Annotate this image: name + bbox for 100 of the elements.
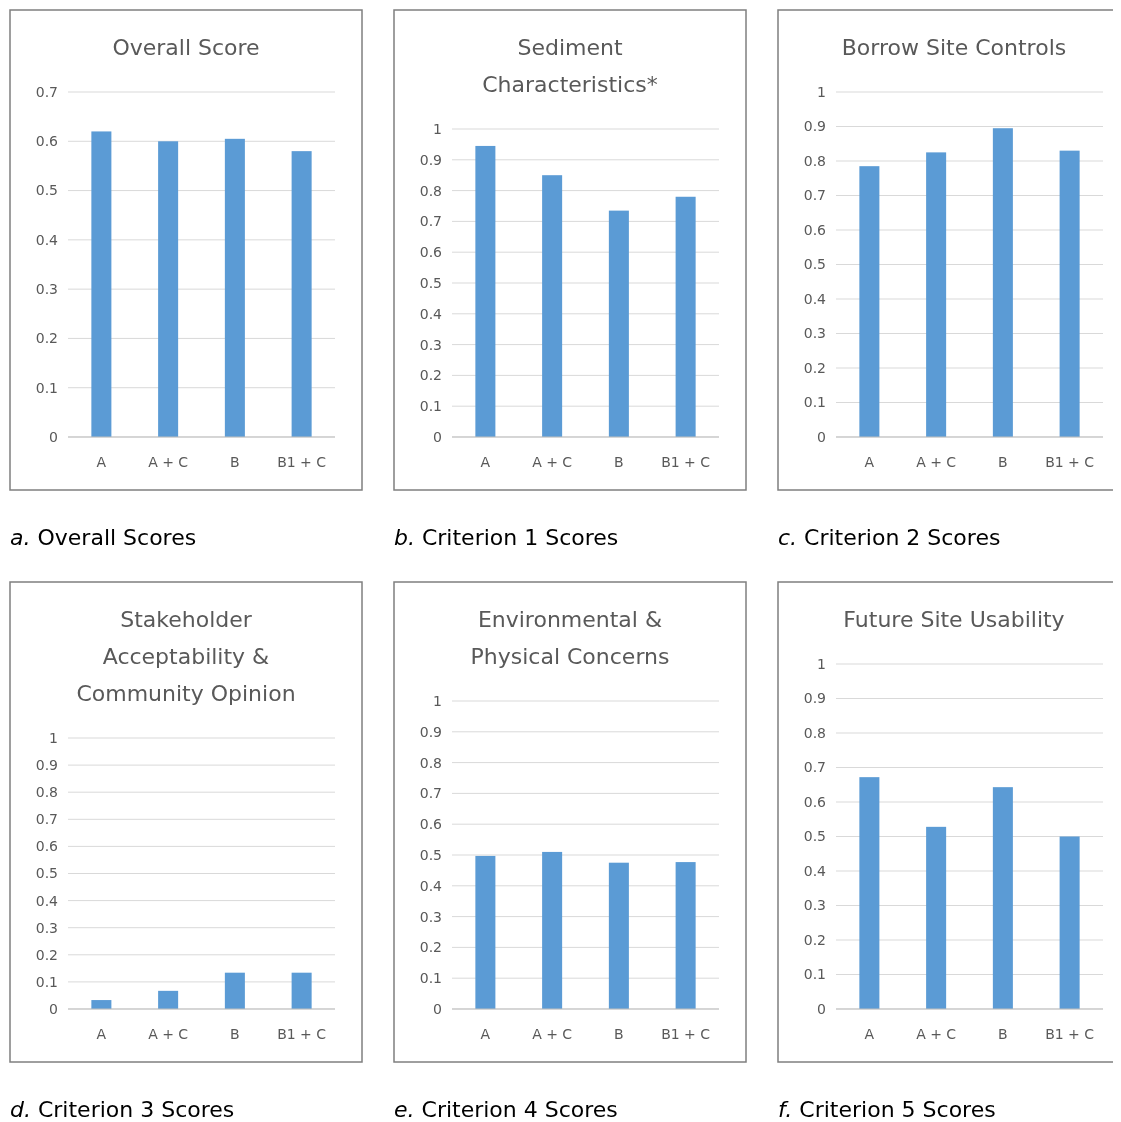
y-tick-label: 1 bbox=[49, 729, 58, 746]
y-tick-label: 0.5 bbox=[803, 256, 826, 273]
x-tick-label: A + C bbox=[916, 454, 957, 470]
chart-title: Overall Score bbox=[112, 35, 260, 60]
y-tick-label: 0.1 bbox=[419, 970, 442, 987]
y-tick-label: 0.7 bbox=[419, 213, 442, 230]
x-tick-label: A + C bbox=[532, 454, 573, 470]
y-tick-label: 0.8 bbox=[419, 754, 442, 771]
y-tick-label: 0.4 bbox=[419, 305, 443, 322]
x-tick-label: A + C bbox=[532, 1026, 573, 1042]
y-tick-label: 0.7 bbox=[803, 187, 826, 204]
y-tick-label: 0.2 bbox=[35, 946, 58, 963]
x-tick-label: A bbox=[480, 1026, 491, 1042]
x-tick-label: B bbox=[230, 454, 240, 470]
x-tick-label: B1 + C bbox=[277, 454, 327, 470]
y-tick-label: 0.6 bbox=[35, 838, 59, 855]
y-tick-label: 0 bbox=[49, 1000, 58, 1017]
y-tick-label: 0.7 bbox=[803, 759, 826, 776]
y-tick-label: 1 bbox=[433, 120, 442, 137]
chart-title: Environmental & Physical Concerns bbox=[470, 607, 670, 669]
y-tick-label: 0.4 bbox=[35, 892, 59, 909]
x-tick-label: A + C bbox=[148, 454, 189, 470]
y-tick-label: 0.8 bbox=[803, 152, 826, 169]
y-tick-label: 0.9 bbox=[803, 690, 826, 707]
bar bbox=[926, 152, 947, 437]
chart-title: Future Site Usability bbox=[843, 607, 1065, 632]
y-tick-label: 1 bbox=[817, 655, 826, 672]
y-tick-label: 0.3 bbox=[419, 908, 442, 925]
bar bbox=[926, 826, 947, 1009]
x-tick-label: B bbox=[614, 1026, 624, 1042]
y-tick-label: 0 bbox=[433, 428, 442, 445]
y-tick-label: 0.7 bbox=[419, 785, 442, 802]
bar bbox=[608, 210, 629, 437]
y-tick-label: 0.3 bbox=[419, 336, 442, 353]
x-tick-label: B bbox=[230, 1026, 240, 1042]
y-tick-label: 1 bbox=[433, 692, 442, 709]
bar bbox=[542, 175, 563, 437]
y-tick-label: 0.1 bbox=[35, 379, 58, 396]
y-tick-label: 0.5 bbox=[419, 274, 442, 291]
y-tick-label: 0.1 bbox=[803, 394, 826, 411]
bar bbox=[992, 787, 1013, 1009]
y-tick-label: 0.3 bbox=[803, 897, 826, 914]
text: a. Overall Scores bbox=[10, 525, 197, 550]
bar bbox=[1059, 836, 1080, 1009]
y-tick-label: 0.2 bbox=[35, 330, 58, 347]
y-tick-label: 0.2 bbox=[419, 367, 442, 384]
text: b. Criterion 1 Scores bbox=[394, 525, 619, 550]
y-tick-label: 0.7 bbox=[35, 83, 58, 100]
chart-title: Borrow Site Controls bbox=[841, 35, 1067, 60]
bar bbox=[158, 990, 179, 1009]
y-tick-label: 0.4 bbox=[803, 290, 827, 307]
y-tick-label: 0.5 bbox=[35, 865, 58, 882]
x-tick-label: B bbox=[998, 1026, 1008, 1042]
y-tick-label: 1 bbox=[817, 83, 826, 100]
bar bbox=[859, 166, 880, 437]
y-tick-label: 0.8 bbox=[419, 182, 442, 199]
y-tick-label: 0 bbox=[433, 1000, 442, 1017]
x-tick-label: A bbox=[864, 454, 875, 470]
y-tick-label: 0.9 bbox=[803, 118, 826, 135]
y-tick-label: 0.4 bbox=[35, 231, 59, 248]
text: f. Criterion 5 Scores bbox=[778, 1097, 996, 1122]
x-tick-label: B1 + C bbox=[1045, 1026, 1095, 1042]
x-tick-label: B1 + C bbox=[1045, 454, 1095, 470]
x-tick-label: A + C bbox=[916, 1026, 957, 1042]
bar bbox=[1059, 150, 1080, 437]
x-tick-label: B bbox=[998, 454, 1008, 470]
y-tick-label: 0.2 bbox=[803, 359, 826, 376]
text: c. Criterion 2 Scores bbox=[778, 525, 1001, 550]
y-tick-label: 0.6 bbox=[419, 244, 443, 261]
bar bbox=[992, 128, 1013, 437]
y-tick-label: 0.4 bbox=[419, 877, 443, 894]
x-tick-label: B1 + C bbox=[277, 1026, 327, 1042]
y-tick-label: 0.3 bbox=[35, 281, 58, 298]
x-tick-label: A bbox=[96, 454, 107, 470]
x-tick-label: A bbox=[96, 1026, 107, 1042]
y-tick-label: 0.1 bbox=[35, 973, 58, 990]
y-tick-label: 0.2 bbox=[803, 931, 826, 948]
y-tick-label: 0.6 bbox=[803, 793, 827, 810]
x-tick-label: B1 + C bbox=[661, 1026, 711, 1042]
text: e. Criterion 4 Scores bbox=[394, 1097, 618, 1122]
x-tick-label: A bbox=[864, 1026, 875, 1042]
y-tick-label: 0 bbox=[49, 428, 58, 445]
y-tick-label: 0.4 bbox=[803, 862, 827, 879]
x-tick-label: B bbox=[614, 454, 624, 470]
y-tick-label: 0 bbox=[817, 428, 826, 445]
y-tick-label: 0 bbox=[817, 1000, 826, 1017]
bar bbox=[224, 972, 245, 1009]
y-tick-label: 0.1 bbox=[419, 398, 442, 415]
y-tick-label: 0.6 bbox=[803, 221, 827, 238]
x-tick-label: B1 + C bbox=[661, 454, 711, 470]
bar bbox=[291, 972, 312, 1009]
x-tick-label: A + C bbox=[148, 1026, 189, 1042]
y-tick-label: 0.7 bbox=[35, 811, 58, 828]
y-tick-label: 0.5 bbox=[803, 828, 826, 845]
x-tick-label: A bbox=[480, 454, 491, 470]
bar bbox=[475, 145, 496, 437]
y-tick-label: 0.1 bbox=[803, 966, 826, 983]
y-tick-label: 0.6 bbox=[35, 133, 59, 150]
y-tick-label: 0.5 bbox=[419, 846, 442, 863]
y-tick-label: 0.8 bbox=[803, 724, 826, 741]
